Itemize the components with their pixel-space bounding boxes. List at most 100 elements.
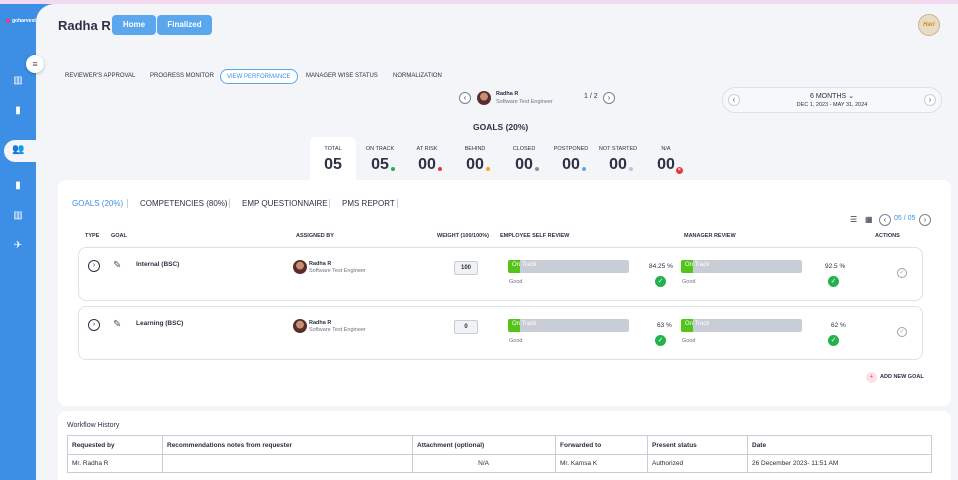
manager-review-percent: 92.5 % xyxy=(825,263,846,270)
stat-na[interactable]: N/A 00 × xyxy=(644,146,688,174)
wf-date: 26 December 2023- 11:51 AM xyxy=(747,454,932,473)
tab-goals[interactable]: GOALS (20%) xyxy=(72,199,124,208)
workflow-table: Requested by Recommendations notes from … xyxy=(67,435,932,473)
goal-name[interactable]: Learning (BSC) xyxy=(136,320,184,327)
stat-postponed[interactable]: POSTPONED 00 xyxy=(553,146,589,173)
next-employee-icon[interactable]: › xyxy=(603,92,615,104)
page-title: Radha R xyxy=(58,18,111,33)
stat-at-risk[interactable]: AT RISK 00 xyxy=(405,146,449,174)
prev-goal-page-icon[interactable]: ‹ xyxy=(879,214,891,226)
on-track-dot xyxy=(390,167,395,171)
tab-normalization[interactable]: NORMALIZATION xyxy=(393,73,442,79)
tab-pms-report[interactable]: PMS REPORT xyxy=(342,199,395,208)
col-goal: GOAL xyxy=(111,233,127,239)
col-self-review: EMPLOYEE SELF REVIEW xyxy=(500,233,570,239)
self-review-status: On Track xyxy=(512,262,537,268)
stat-total[interactable]: TOTAL 05 xyxy=(324,146,342,173)
prev-employee-icon[interactable]: ‹ xyxy=(459,92,471,104)
period-range: DEC 1, 2023 - MAY 31, 2024 xyxy=(796,102,868,108)
expand-row-icon[interactable]: › xyxy=(88,260,100,272)
plus-icon: + xyxy=(866,372,877,383)
manager-review-percent: 62 % xyxy=(831,322,846,329)
goal-pager: 05 / 05 xyxy=(894,215,916,222)
assignee-role: Software Test Engineer xyxy=(309,327,366,333)
user-avatar[interactable]: Hari xyxy=(918,14,940,36)
tab-progress-monitor[interactable]: PROGRESS MONITOR xyxy=(150,73,214,79)
goal-row[interactable]: › ✎ Learning (BSC) Radha R Software Test… xyxy=(78,306,923,360)
weight-field[interactable]: 0 xyxy=(454,320,478,334)
tab-view-performance[interactable]: VIEW PERFORMANCE xyxy=(220,69,298,84)
self-review-fill xyxy=(508,260,521,273)
grid-view-icon[interactable]: ▦ xyxy=(865,215,873,224)
add-new-goal-button[interactable]: + ADD NEW GOAL xyxy=(866,372,924,383)
manager-review-fill xyxy=(681,260,694,273)
weight-field[interactable]: 100 xyxy=(454,261,478,275)
closed-dot xyxy=(534,167,539,171)
list-view-icon[interactable]: ☰ xyxy=(850,215,858,224)
stat-behind[interactable]: BEHIND 00 xyxy=(453,146,497,174)
manager-check-icon: ✓ xyxy=(828,276,839,287)
assignee-role: Software Test Engineer xyxy=(309,268,366,274)
wf-col-attachment: Attachment (optional) xyxy=(412,435,556,455)
collapse-sidebar-icon[interactable]: ≡ xyxy=(26,55,44,73)
col-type: TYPE xyxy=(85,233,100,239)
prev-period-icon[interactable]: ‹ xyxy=(728,94,740,106)
wf-requested-by: Mr. Radha R xyxy=(67,454,163,473)
col-manager-review: MANAGER REVIEW xyxy=(684,233,736,239)
next-period-icon[interactable]: › xyxy=(924,94,936,106)
self-review-rating: Good xyxy=(509,338,523,344)
book-icon[interactable]: ▮ xyxy=(15,105,21,116)
employee-name: Radha R xyxy=(496,91,519,97)
workflow-history: Workflow History Requested by Recommenda… xyxy=(58,411,951,480)
sidebar-item-team[interactable]: 👥 xyxy=(4,140,36,162)
self-review-bar: On Track xyxy=(508,260,629,273)
action-check-icon[interactable]: ✓ xyxy=(897,327,907,337)
home-button[interactable]: Home xyxy=(112,15,156,35)
finalized-button[interactable]: Finalized xyxy=(157,15,212,35)
tab-competencies[interactable]: COMPETENCIES (80%) xyxy=(140,199,228,208)
col-weight: WEIGHT (100/100%) xyxy=(437,233,489,239)
stat-not-started[interactable]: NOT STARTED 00 xyxy=(598,146,638,173)
wf-notes xyxy=(162,454,413,473)
goals-heading: GOALS (20%) xyxy=(473,122,529,132)
stat-on-track[interactable]: ON TRACK 05 xyxy=(365,146,395,173)
brand-logo: goharvest xyxy=(6,18,36,24)
next-goal-page-icon[interactable]: › xyxy=(919,214,931,226)
at-risk-dot xyxy=(437,167,442,171)
goal-name[interactable]: Internal (BSC) xyxy=(136,261,180,268)
manager-check-icon: ✓ xyxy=(828,335,839,346)
sidebar: goharvest ▥ ▮ 👥 ▮ ▥ ✈ xyxy=(0,4,36,480)
not-started-dot xyxy=(628,167,633,171)
period-selector[interactable]: ‹ 6 MONTHS ⌄ DEC 1, 2023 - MAY 31, 2024 … xyxy=(722,87,942,113)
goal-row[interactable]: › ✎ Internal (BSC) Radha R Software Test… xyxy=(78,247,923,301)
action-check-icon[interactable]: ✓ xyxy=(897,268,907,278)
megaphone-icon[interactable]: ✈ xyxy=(13,240,23,251)
tab-emp-questionnaire[interactable]: EMP QUESTIONNAIRE xyxy=(242,199,328,208)
tab-reviewers-approval[interactable]: REVIEWER'S APPROVAL xyxy=(65,73,136,79)
self-review-percent: 63 % xyxy=(657,322,672,329)
tab-manager-wise-status[interactable]: MANAGER WISE STATUS xyxy=(306,73,378,79)
tab-divider xyxy=(329,199,330,208)
dashboard-icon[interactable]: ▥ xyxy=(13,75,23,86)
expand-row-icon[interactable]: › xyxy=(88,319,100,331)
self-check-icon: ✓ xyxy=(655,276,666,287)
tab-divider xyxy=(127,199,128,208)
wf-status: Authorized xyxy=(647,454,748,473)
period-dropdown[interactable]: 6 MONTHS ⌄ xyxy=(810,93,854,100)
wf-col-forwarded-to: Forwarded to xyxy=(555,435,648,455)
manager-review-rating: Good xyxy=(682,338,696,344)
self-review-status: On Track xyxy=(512,321,537,327)
col-assigned-by: ASSIGNED BY xyxy=(296,233,334,239)
self-review-percent: 84.25 % xyxy=(649,263,673,270)
goals-card: GOALS (20%) COMPETENCIES (80%) EMP QUEST… xyxy=(58,180,951,406)
team-icon: 👥 xyxy=(12,144,25,155)
na-x-icon: × xyxy=(675,167,683,174)
book-open-icon[interactable]: ▮ xyxy=(15,180,21,191)
behind-dot xyxy=(485,167,490,171)
chart-icon[interactable]: ▥ xyxy=(13,210,23,221)
assignee-avatar xyxy=(293,319,307,333)
manager-review-bar: On Track xyxy=(681,260,802,273)
assignee-name: Radha R xyxy=(309,320,332,326)
employee-pager: 1 / 2 xyxy=(584,93,598,100)
stat-closed[interactable]: CLOSED 00 xyxy=(502,146,546,174)
